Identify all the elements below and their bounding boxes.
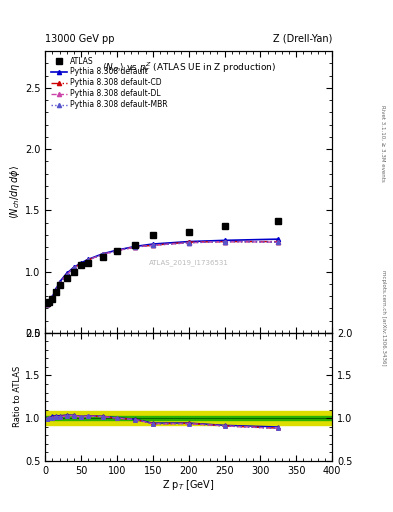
ATLAS (64, 274, 69, 281)
Pythia 8.308 default (132, 243, 137, 249)
Pythia 8.308 default-MBR (100, 251, 105, 258)
Pythia 8.308 default-MBR (47, 299, 52, 305)
Pythia 8.308 default-DL (276, 239, 281, 245)
ATLAS (222, 223, 227, 229)
Pythia 8.308 default-CD (151, 242, 155, 248)
Y-axis label: Ratio to ATLAS: Ratio to ATLAS (13, 366, 22, 428)
Pythia 8.308 default (86, 257, 90, 263)
Pythia 8.308 default-DL (53, 288, 58, 294)
Bar (45, 416, 332, 420)
Pythia 8.308 default-DL (47, 299, 52, 305)
Pythia 8.308 default-CD (115, 248, 119, 254)
ATLAS (79, 262, 83, 268)
Pythia 8.308 default (53, 286, 58, 292)
ATLAS (151, 232, 155, 238)
Pythia 8.308 default-MBR (72, 265, 76, 271)
Pythia 8.308 default-DL (64, 271, 69, 278)
Pythia 8.308 default-CD (222, 239, 227, 245)
Pythia 8.308 default (44, 301, 49, 307)
Text: Z (Drell-Yan): Z (Drell-Yan) (273, 33, 332, 44)
Pythia 8.308 default (276, 236, 281, 242)
Text: ATLAS_2019_I1736531: ATLAS_2019_I1736531 (149, 259, 229, 266)
Line: Pythia 8.308 default-MBR: Pythia 8.308 default-MBR (44, 240, 280, 306)
ATLAS (86, 260, 90, 266)
Legend: ATLAS, Pythia 8.308 default, Pythia 8.308 default-CD, Pythia 8.308 default-DL, P: ATLAS, Pythia 8.308 default, Pythia 8.30… (48, 54, 170, 112)
Pythia 8.308 default-MBR (79, 261, 83, 267)
Line: Pythia 8.308 default-CD: Pythia 8.308 default-CD (44, 240, 280, 306)
Pythia 8.308 default-DL (50, 295, 55, 301)
Pythia 8.308 default-MBR (115, 248, 119, 254)
Pythia 8.308 default (115, 247, 119, 253)
Pythia 8.308 default-DL (115, 248, 119, 254)
Pythia 8.308 default-CD (186, 239, 191, 245)
Pythia 8.308 default (100, 251, 105, 257)
Pythia 8.308 default-CD (57, 280, 62, 286)
ATLAS (115, 248, 119, 254)
Pythia 8.308 default-CD (79, 261, 83, 267)
Pythia 8.308 default (79, 260, 83, 266)
X-axis label: Z p$_T$ [GeV]: Z p$_T$ [GeV] (162, 478, 215, 493)
Line: Pythia 8.308 default: Pythia 8.308 default (44, 237, 280, 306)
Pythia 8.308 default-MBR (132, 244, 137, 250)
Pythia 8.308 default-MBR (151, 242, 155, 248)
Pythia 8.308 default-DL (72, 265, 76, 271)
Pythia 8.308 default-MBR (57, 280, 62, 286)
ATLAS (47, 299, 52, 305)
Pythia 8.308 default-DL (186, 240, 191, 246)
Pythia 8.308 default-DL (79, 261, 83, 267)
Pythia 8.308 default (64, 270, 69, 276)
Pythia 8.308 default (72, 264, 76, 270)
Pythia 8.308 default-DL (86, 257, 90, 263)
ATLAS (276, 218, 281, 224)
Pythia 8.308 default-CD (50, 295, 55, 301)
Pythia 8.308 default-MBR (276, 239, 281, 245)
Text: mcplots.cern.ch [arXiv:1306.3436]: mcplots.cern.ch [arXiv:1306.3436] (381, 270, 386, 365)
Pythia 8.308 default-DL (100, 251, 105, 258)
Pythia 8.308 default-CD (47, 299, 52, 305)
ATLAS (100, 254, 105, 260)
Pythia 8.308 default-CD (86, 257, 90, 263)
Pythia 8.308 default-DL (44, 301, 49, 307)
ATLAS (186, 229, 191, 236)
Pythia 8.308 default-MBR (50, 295, 55, 301)
Text: Rivet 3.1.10, ≥ 3.3M events: Rivet 3.1.10, ≥ 3.3M events (381, 105, 386, 182)
Pythia 8.308 default-MBR (64, 271, 69, 278)
Pythia 8.308 default (57, 279, 62, 285)
Bar (45, 411, 332, 425)
Pythia 8.308 default-MBR (53, 288, 58, 294)
Pythia 8.308 default-MBR (86, 257, 90, 263)
Pythia 8.308 default-MBR (186, 240, 191, 246)
ATLAS (44, 301, 49, 307)
Text: 13000 GeV pp: 13000 GeV pp (45, 33, 115, 44)
ATLAS (57, 282, 62, 288)
Pythia 8.308 default-DL (222, 239, 227, 245)
Pythia 8.308 default-DL (132, 244, 137, 250)
Pythia 8.308 default-CD (100, 251, 105, 258)
Pythia 8.308 default (222, 237, 227, 243)
Pythia 8.308 default-CD (132, 244, 137, 250)
Y-axis label: $\langle N_{ch}/d\eta\,d\phi\rangle$: $\langle N_{ch}/d\eta\,d\phi\rangle$ (8, 165, 22, 219)
Pythia 8.308 default-CD (44, 301, 49, 307)
Pythia 8.308 default (186, 239, 191, 245)
Pythia 8.308 default-CD (72, 265, 76, 271)
ATLAS (132, 242, 137, 248)
Pythia 8.308 default-MBR (44, 301, 49, 307)
Pythia 8.308 default (50, 293, 55, 300)
Pythia 8.308 default-CD (64, 271, 69, 278)
Pythia 8.308 default (47, 298, 52, 305)
Pythia 8.308 default-MBR (222, 239, 227, 245)
ATLAS (53, 289, 58, 295)
Line: ATLAS: ATLAS (44, 219, 281, 306)
ATLAS (72, 268, 76, 274)
Pythia 8.308 default-DL (57, 280, 62, 286)
Line: Pythia 8.308 default-DL: Pythia 8.308 default-DL (44, 240, 280, 306)
ATLAS (50, 295, 55, 302)
Pythia 8.308 default-CD (276, 239, 281, 245)
Pythia 8.308 default (151, 241, 155, 247)
Pythia 8.308 default-CD (53, 288, 58, 294)
Pythia 8.308 default-DL (151, 242, 155, 248)
Text: $\langle N_{ch}\rangle$ vs $p_T^Z$ (ATLAS UE in Z production): $\langle N_{ch}\rangle$ vs $p_T^Z$ (ATLA… (101, 60, 276, 75)
